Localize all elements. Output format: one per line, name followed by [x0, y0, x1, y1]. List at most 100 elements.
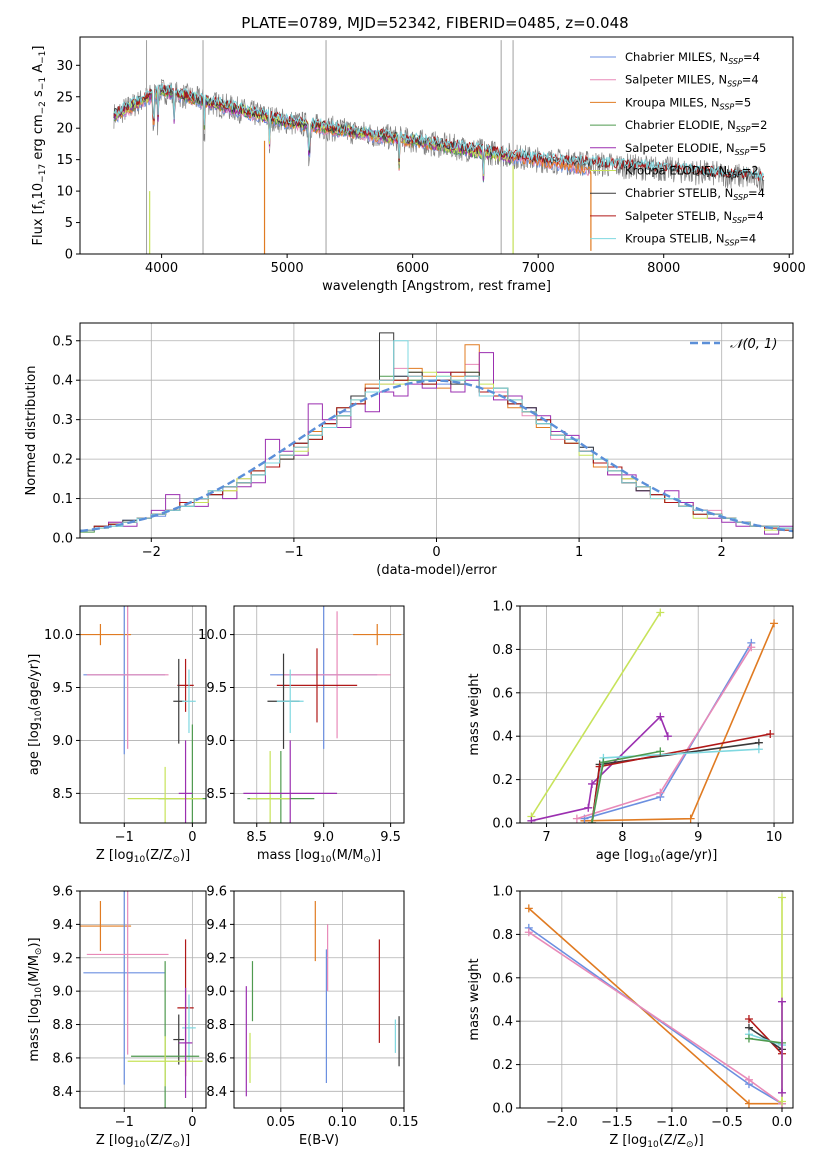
- x-axis-label-part: 10: [649, 855, 661, 865]
- model-salpeter-stelib: [113, 81, 765, 182]
- y-axis-label-part: 10: [34, 987, 44, 999]
- y-axis-label-part: )]: [27, 937, 42, 947]
- axes-residuals: −2 −1 0 1 2 0.0 0.1 0.2 0.3 0.4 0.5 (data-model)/er…: [24, 322, 794, 578]
- series-salpeter-miles: [524, 928, 786, 1108]
- y-tick-label: 0.2: [52, 453, 73, 468]
- x-tick-label: −1: [115, 830, 134, 845]
- legend-label: Salpeter STELIB, NSSP=4: [625, 209, 764, 225]
- axes-frame: [233, 890, 405, 1109]
- x-tick-label: 9: [694, 830, 702, 845]
- legend-label: Chabrier STELIB, NSSP=4: [625, 186, 765, 202]
- series-line: [748, 1027, 783, 1051]
- axes-frame: [519, 605, 794, 824]
- y-axis-label-part: −1: [38, 77, 48, 90]
- legend-name: Kroupa ELODIE, N: [625, 164, 727, 178]
- normal-curve: [80, 379, 793, 533]
- point-marker: [777, 997, 786, 1006]
- legend-nssp: =4: [743, 50, 760, 64]
- y-tick-label: 8.5: [206, 787, 227, 802]
- y-tick-label: 9.2: [206, 951, 227, 966]
- y-tick-label: 9.0: [52, 734, 73, 749]
- x-axis-label-part: 10: [320, 855, 332, 865]
- y-tick-label: 0: [65, 248, 73, 263]
- y-axis-label-part: erg cm: [31, 114, 46, 163]
- y-axis-label-part: age [log: [27, 722, 42, 775]
- y-axis-label-part: 10: [34, 710, 44, 722]
- x-tick-label: 0.10: [328, 1115, 357, 1130]
- legend-label: Chabrier ELODIE, NSSP=2: [625, 118, 767, 134]
- errorbar-kroupa-stelib: [182, 669, 196, 734]
- legend-name: Chabrier ELODIE, N: [625, 118, 736, 132]
- series-line: [748, 1037, 783, 1044]
- axes-frame: [79, 322, 794, 539]
- x-tick-label: 0.05: [266, 1115, 295, 1130]
- y-axis-label-part: mass [log: [27, 998, 42, 1061]
- x-axis-label-part: ⊙: [686, 1140, 694, 1150]
- point-marker: [744, 1099, 753, 1108]
- legend-nssp: =4: [747, 209, 764, 223]
- x-tick-label: 0.0: [772, 1115, 793, 1130]
- legend-label: Kroupa ELODIE, NSSP=2: [625, 164, 759, 180]
- x-tick-label: 7: [542, 830, 550, 845]
- x-axis-label-part: (Z/Z: [145, 1133, 172, 1148]
- y-tick-label: 10.0: [44, 628, 73, 643]
- point-marker: [656, 747, 665, 756]
- y-tick-label: 25: [56, 90, 73, 105]
- point-marker: [777, 893, 786, 902]
- point-marker: [656, 712, 665, 721]
- y-tick-label: 9.0: [206, 734, 227, 749]
- plot-area: [245, 901, 400, 1097]
- point-marker: [766, 730, 775, 739]
- x-tick-label: 5000: [271, 261, 304, 276]
- axes-mass-vs-EBV: 0.05 0.10 0.15 8.4 8.6 8.8 9.0 9.2 9.4 9.6 E(B-V): [206, 885, 418, 1149]
- y-tick-label: 10: [56, 185, 73, 200]
- series-line: [591, 741, 760, 823]
- y-tick-label: 9.4: [52, 918, 73, 933]
- y-tick-label: 1.0: [492, 885, 513, 900]
- errorbar-kroupa-stelib: [182, 994, 196, 1062]
- errorbar-kroupa-miles: [353, 623, 402, 646]
- legend-nssp: =5: [734, 95, 751, 109]
- legend-name: Chabrier STELIB, N: [625, 186, 733, 200]
- point-marker: [744, 1015, 753, 1024]
- legend-sub: SSP: [736, 125, 751, 134]
- series-line: [528, 931, 783, 1105]
- legend-label: Salpeter ELODIE, NSSP=5: [625, 141, 766, 157]
- legend-sub: SSP: [728, 57, 743, 66]
- y-tick-label: 0.2: [492, 773, 513, 788]
- y-tick-label: 0.5: [52, 334, 73, 349]
- axes-frame: [233, 605, 405, 824]
- model-chabrier-stelib: [113, 84, 764, 182]
- axes-age-vs-mass: 8.5 9.0 9.5 8.5 9.0 9.5 10.0 mass [log10(M/M⊙)]: [198, 605, 405, 865]
- series-line: [530, 612, 661, 817]
- y-axis-label-part: −1: [38, 51, 48, 64]
- y-tick-label: 9.6: [52, 885, 73, 900]
- y-axis-label-part: A: [31, 64, 46, 77]
- legend-sub: SSP: [727, 80, 742, 89]
- point-marker: [599, 758, 608, 767]
- y-tick-label: 9.6: [206, 885, 227, 900]
- x-axis-label: age [log10(age/yr)]: [596, 848, 718, 865]
- point-marker: [524, 904, 533, 913]
- x-axis-label-part: (Z/Z: [145, 848, 172, 863]
- y-axis-label: mass weight: [467, 673, 482, 755]
- legend-sub: SSP: [735, 148, 750, 157]
- y-axis-label-part: −2: [38, 101, 48, 114]
- x-axis-label-part: (Z/Z: [659, 1133, 686, 1148]
- x-tick-label: 9000: [773, 261, 806, 276]
- series-line: [748, 1033, 783, 1046]
- y-tick-label: 0.3: [52, 413, 73, 428]
- point-marker: [744, 1075, 753, 1084]
- series-line: [528, 907, 782, 1105]
- axes-spectrum: 4000 5000 6000 7000 8000 9000 0 5 10 15 20 25 30 wave…: [31, 36, 806, 294]
- y-tick-label: 0.1: [52, 492, 73, 507]
- y-tick-label: 0.6: [492, 686, 513, 701]
- errorbar-salpeter-elodie: [178, 987, 193, 1098]
- y-axis-label: Flux [fλ10−17 erg cm−2 s−1 A−1]: [31, 46, 48, 246]
- y-tick-label: 0.6: [492, 971, 513, 986]
- y-tick-label: 9.5: [52, 681, 73, 696]
- x-tick-label: 1: [575, 545, 583, 560]
- y-axis-label-part: Flux [f: [31, 204, 46, 245]
- legend-nssp: =2: [751, 118, 768, 132]
